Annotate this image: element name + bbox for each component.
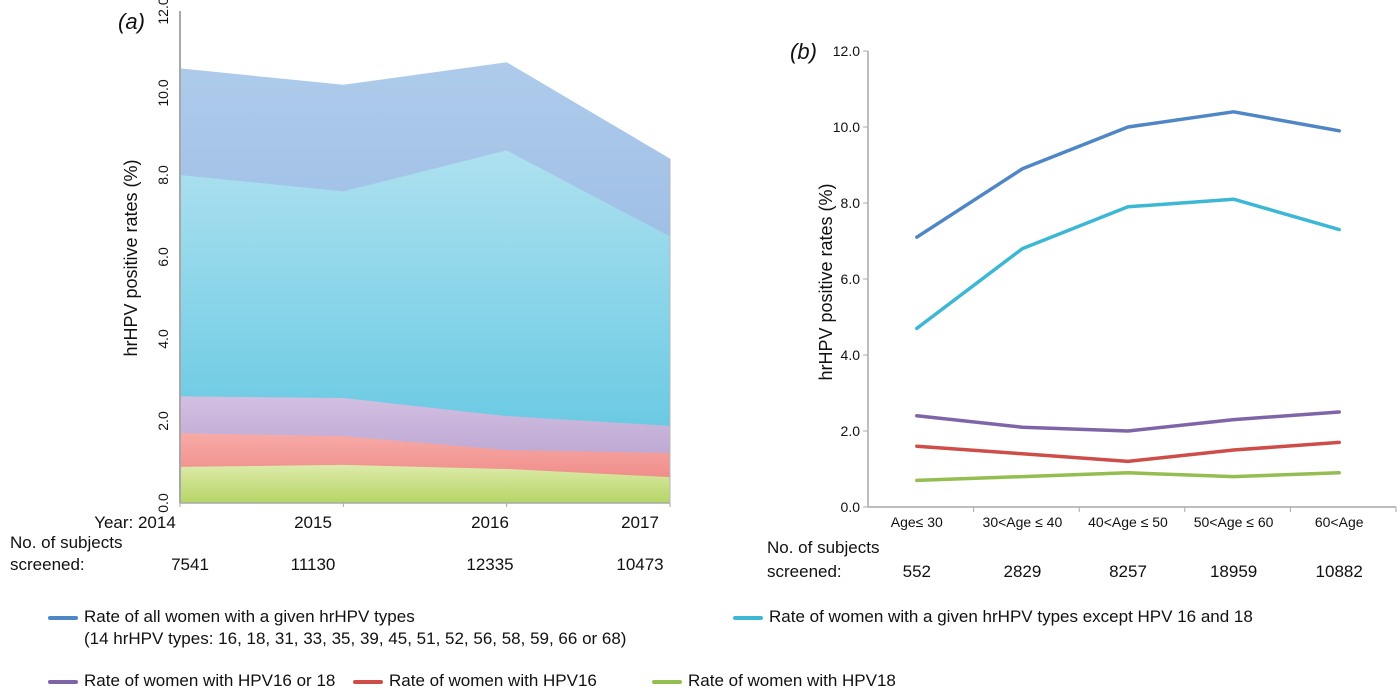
legend-swatch-all-women (48, 616, 78, 620)
panel-b-x-tick-labels: Age≤ 30 30<Age ≤ 40 40<Age ≤ 50 50<Age ≤ 60… (891, 514, 1364, 530)
panel-a-subjects-counts: 7541 11130 12335 10473 (171, 555, 664, 574)
line-rate-of-women-with-hpv16-or-18 (917, 412, 1339, 431)
panel-b-label: (b) (790, 39, 817, 64)
x-tick-label: 30<Age ≤ 40 (983, 514, 1063, 530)
y-tick-label: 4.0 (155, 329, 171, 349)
y-tick-label: 8.0 (155, 165, 171, 185)
line-rate-of-women-with-hpv18 (917, 473, 1339, 481)
x-tick-label: 40<Age ≤ 50 (1088, 514, 1168, 530)
subjects-count: 7541 (171, 555, 209, 574)
x-tick-label: 2015 (294, 513, 332, 532)
legend-label-hpv18: Rate of women with HPV18 (688, 670, 896, 692)
series-rate-of-women-with-a-given-hrhpv-types-except-hpv-16-and-18 (917, 199, 1340, 328)
y-tick-label: 8.0 (841, 195, 861, 211)
x-tick-label: 60<Age (1315, 514, 1364, 530)
subjects-count: 8257 (1109, 562, 1147, 581)
x-tick-label: 50<Age ≤ 60 (1194, 514, 1274, 530)
legend-swatch-hpv18 (652, 680, 682, 684)
panel-a-areas (180, 62, 670, 503)
subjects-count: 10473 (616, 555, 663, 574)
y-tick-label: 2.0 (155, 411, 171, 431)
panel-b-subjects-label-line1: No. of subjects (767, 538, 879, 557)
y-tick-label: 12.0 (833, 43, 860, 59)
series-rate-of-all-women-with-a-given-hrhpv-types (917, 112, 1340, 238)
legend-swatch-hpv16 (353, 680, 383, 684)
line-rate-of-all-women-with-a-given-hrhpv-types (917, 112, 1339, 237)
legend-item-hpv18: Rate of women with HPV18 (652, 670, 896, 692)
legend-swatch-hpv16-or-18 (48, 680, 78, 684)
legend-label-all-women-types: (14 hrHPV types: 16, 18, 31, 33, 35, 39,… (84, 629, 626, 648)
x-tick-label: 2016 (471, 513, 509, 532)
y-tick-label: 12.0 (155, 0, 171, 25)
panel-a-y-axis-label: hrHPV positive rates (%) (121, 159, 141, 356)
subjects-count: 10882 (1316, 562, 1363, 581)
panel-a-label: (a) (118, 9, 145, 34)
panel-a: (a) 0.0 2.0 4.0 6.0 8.0 10.0 12.0 hrHPV positi… (10, 0, 670, 574)
y-tick-label: 0.0 (155, 493, 171, 513)
series-rate-of-women-with-hpv16 (917, 442, 1340, 461)
panel-b-y-axis-label: hrHPV positive rates (%) (816, 183, 836, 380)
line-rate-of-women-with-hpv16 (917, 442, 1339, 461)
panel-a-subjects-label-line2: screened: (10, 555, 85, 574)
subjects-count: 12335 (466, 555, 513, 574)
panel-b-lines (917, 112, 1340, 481)
subjects-count: 11130 (291, 555, 336, 574)
y-tick-label: 4.0 (841, 347, 861, 363)
series-rate-of-women-with-hpv18 (917, 473, 1340, 481)
line-rate-of-women-with-a-given-hrhpv-types-except-hpv-16-and-18 (917, 199, 1339, 328)
x-tick-label: Year: 2014 (94, 513, 176, 532)
legend-swatch-except-16-18 (733, 616, 763, 620)
legend-item-hpv16-or-18: Rate of women with HPV16 or 18 (48, 670, 335, 692)
legend-item-all-women: Rate of all women with a given hrHPV typ… (48, 606, 626, 650)
legend-label-all-women: Rate of all women with a given hrHPV typ… (84, 607, 415, 626)
legend-label-except-16-18: Rate of women with a given hrHPV types e… (769, 606, 1253, 628)
panel-a-subjects-label-line1: No. of subjects (10, 533, 122, 552)
panel-b-subjects-counts: 552 2829 8257 18959 10882 (903, 562, 1363, 581)
series-rate-of-women-with-hpv16-or-18 (917, 412, 1340, 431)
legend-item-except-16-18: Rate of women with a given hrHPV types e… (733, 606, 1253, 628)
y-tick-label: 0.0 (841, 499, 861, 515)
subjects-count: 18959 (1210, 562, 1257, 581)
legend-label-hpv16: Rate of women with HPV16 (389, 670, 597, 692)
legend-label-hpv16-or-18: Rate of women with HPV16 or 18 (84, 670, 335, 692)
x-tick-label: Age≤ 30 (891, 514, 943, 530)
y-tick-label: 10.0 (155, 79, 171, 106)
legend-item-hpv16: Rate of women with HPV16 (353, 670, 597, 692)
x-tick-label: 2017 (621, 513, 659, 532)
y-tick-label: 6.0 (155, 247, 171, 267)
subjects-count: 2829 (1003, 562, 1041, 581)
y-tick-label: 2.0 (841, 423, 861, 439)
panel-b-subjects-label-line2: screened: (767, 562, 842, 581)
y-tick-label: 6.0 (841, 271, 861, 287)
y-tick-label: 10.0 (833, 119, 860, 135)
subjects-count: 552 (903, 562, 931, 581)
panel-b: (b) 0.0 2.0 4.0 6.0 8.0 10.0 12.0 hrHPV positi… (767, 39, 1396, 581)
panel-a-x-tick-labels: Year: 2014 2015 2016 2017 (94, 513, 659, 532)
